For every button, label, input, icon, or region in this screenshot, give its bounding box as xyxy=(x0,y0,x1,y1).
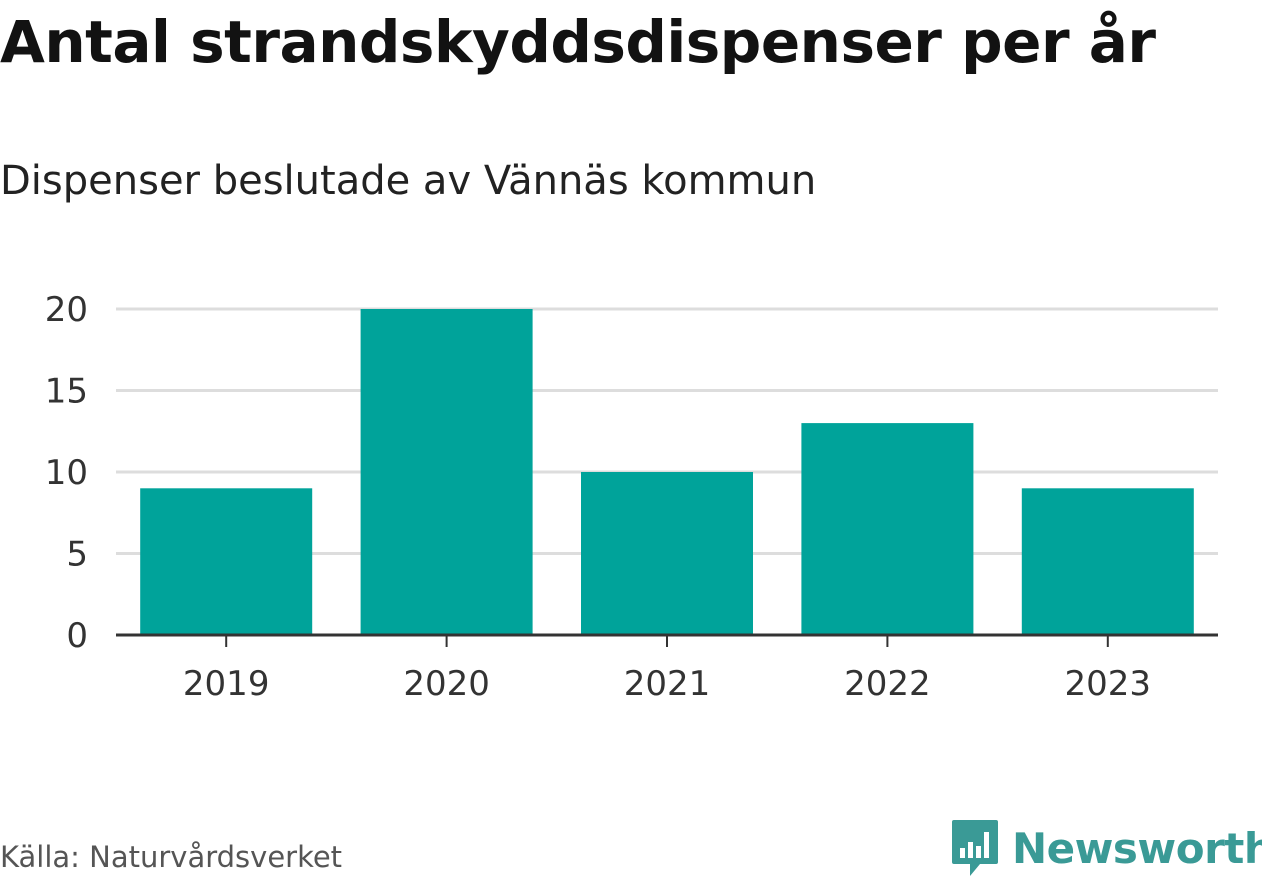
chart-title: Antal strandskyddsdispenser per år xyxy=(0,8,1156,76)
bar xyxy=(1021,488,1194,635)
bars xyxy=(140,309,1194,635)
y-tick-label: 20 xyxy=(45,290,88,330)
bar xyxy=(581,472,753,635)
source-note: Källa: Naturvårdsverket xyxy=(0,840,343,874)
brand-name: Newsworthy xyxy=(1012,823,1262,873)
bar xyxy=(140,488,313,635)
chart-subtitle: Dispenser beslutade av Vännäs kommun xyxy=(0,158,817,204)
y-tick-label: 5 xyxy=(66,535,88,575)
bar xyxy=(360,309,533,635)
axes: 0 5 10 15 20 2019 2020 2021 2022 2023 xyxy=(45,290,1218,704)
x-tick-label: 2019 xyxy=(183,664,270,704)
x-tick-label: 2022 xyxy=(844,664,931,704)
y-tick-label: 15 xyxy=(45,372,88,412)
y-tick-label: 10 xyxy=(45,453,88,493)
bar-chart-speech-bubble-icon xyxy=(952,820,998,876)
bar xyxy=(801,423,974,635)
bar-chart: 0 5 10 15 20 2019 2020 2021 2022 2023 xyxy=(45,290,1218,704)
x-tick-label: 2023 xyxy=(1065,664,1152,704)
y-tick-label: 0 xyxy=(66,616,88,656)
x-tick-label: 2021 xyxy=(624,664,711,704)
newsworthy-logo: Newsworthy xyxy=(950,818,1262,878)
x-tick-label: 2020 xyxy=(403,664,490,704)
